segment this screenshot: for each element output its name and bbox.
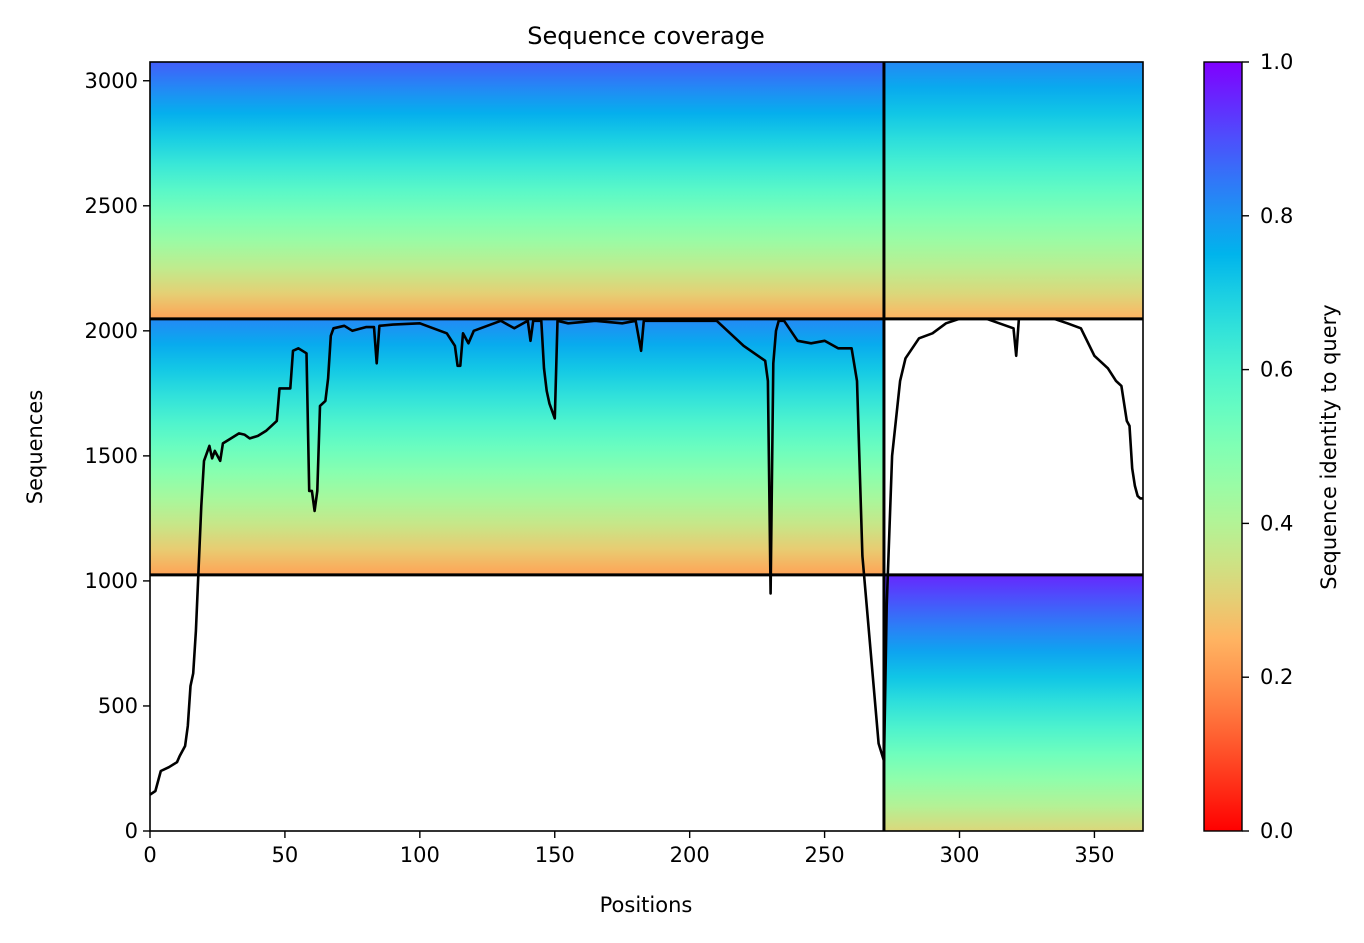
x-tick-label: 50	[272, 843, 299, 867]
colorbar-gradient	[1203, 61, 1243, 832]
x-tick-label: 150	[535, 843, 575, 867]
x-tick-label: 100	[400, 843, 440, 867]
colorbar-tick-label: 0.6	[1260, 358, 1293, 382]
colorbar-tick-label: 0.2	[1260, 665, 1293, 689]
plot-frame	[149, 61, 1144, 832]
axes: 0 50 100 150 200 250 300 350 0 500 1000 1500 2000 250…	[85, 61, 1144, 867]
y-tick-label: 1500	[85, 444, 138, 468]
y-tick-label: 2500	[85, 194, 138, 218]
heatmap-block	[150, 318, 884, 575]
y-axis-label: Sequences	[23, 390, 47, 505]
y-tick-label: 1000	[85, 569, 138, 593]
x-tick-label: 0	[143, 843, 156, 867]
y-tick-label: 0	[125, 819, 138, 843]
colorbar-label: Sequence identity to query	[1317, 304, 1341, 589]
x-tick-label: 200	[670, 843, 710, 867]
chart-title: Sequence coverage	[527, 22, 764, 50]
y-tick-label: 500	[98, 694, 138, 718]
colorbar-tick-label: 0.8	[1260, 204, 1293, 228]
coverage-line	[149, 317, 1143, 796]
colorbar-tick-label: 1.0	[1260, 50, 1293, 74]
heatmap-block	[883, 574, 1143, 831]
colorbar-tick-label: 0.0	[1260, 819, 1293, 843]
heatmap-block	[150, 62, 884, 319]
y-tick-label: 3000	[85, 69, 138, 93]
plot-area	[149, 62, 1143, 831]
x-tick-label: 350	[1074, 843, 1114, 867]
x-tick-label: 300	[939, 843, 979, 867]
x-tick-label: 250	[805, 843, 845, 867]
colorbar: 0.0 0.2 0.4 0.6 0.8 1.0	[1203, 50, 1293, 843]
heatmap-block	[883, 62, 1143, 319]
y-tick-label: 2000	[85, 319, 138, 343]
colorbar-tick-label: 0.4	[1260, 511, 1293, 535]
x-axis-label: Positions	[600, 893, 693, 917]
